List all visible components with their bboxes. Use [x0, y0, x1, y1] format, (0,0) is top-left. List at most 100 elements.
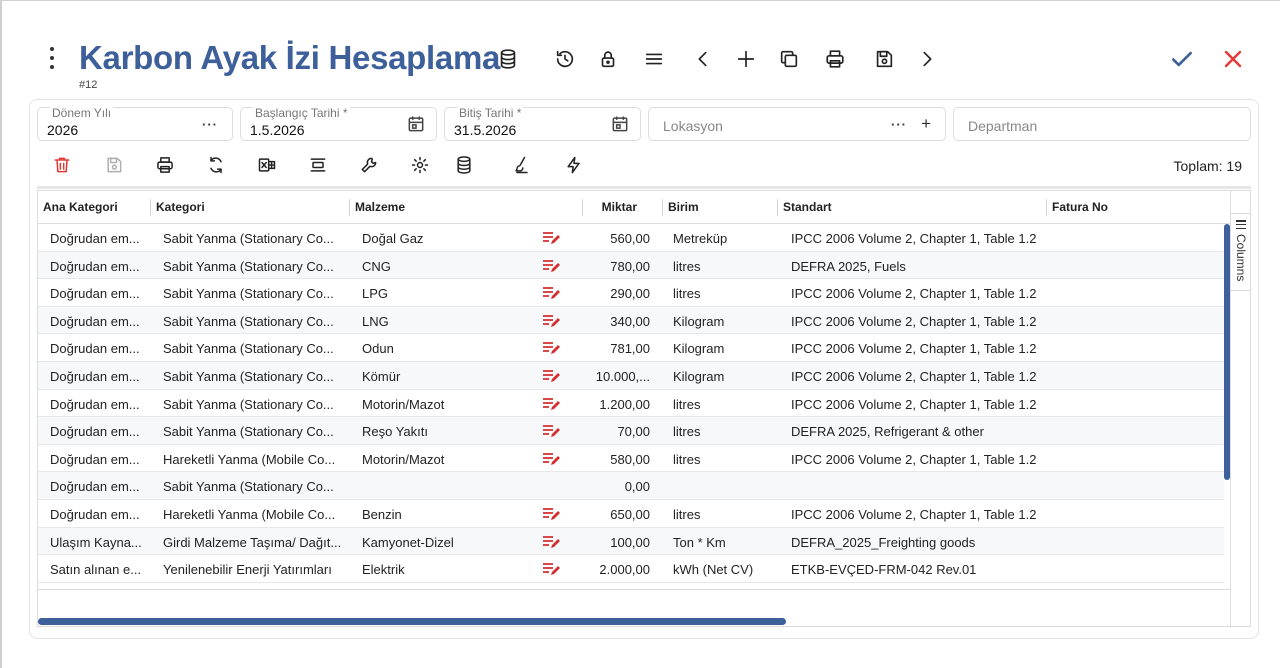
copy-icon[interactable]: [775, 45, 803, 73]
column-separator[interactable]: [349, 199, 350, 216]
refresh-icon[interactable]: [204, 153, 228, 177]
cell-kategori: Sabit Yanma (Stationary Co...: [163, 258, 334, 274]
check-icon[interactable]: [1166, 43, 1198, 75]
edit-note-icon[interactable]: [542, 314, 560, 328]
align-center-icon[interactable]: [306, 153, 330, 177]
horizontal-scrollbar[interactable]: [38, 618, 786, 625]
table-row[interactable]: Doğrudan em... Sabit Yanma (Stationary Co…: [38, 390, 1224, 418]
table-row[interactable]: Doğrudan em... Hareketli Yanma (Mobile Co…: [38, 445, 1224, 473]
table-row[interactable]: Ulaşım Kayna... Girdi Malzeme Taşıma/ Dağ…: [38, 527, 1224, 556]
page-title: Karbon Ayak İzi Hesaplama: [79, 39, 501, 76]
add-icon[interactable]: [732, 45, 760, 73]
history-icon[interactable]: [551, 45, 579, 73]
cell-malzeme: Kamyonet-Dizel: [362, 534, 454, 550]
column-separator[interactable]: [1046, 199, 1047, 216]
cell-ana-kategori: Ulaşım Kayna...: [50, 534, 142, 550]
edit-note-icon[interactable]: [542, 424, 560, 438]
vertical-scrollbar[interactable]: [1224, 224, 1230, 480]
col-kategori[interactable]: Kategori: [156, 200, 205, 214]
calendar-icon[interactable]: [406, 114, 426, 134]
data-grid: Ana Kategori Kategori Malzeme Miktar Bir…: [37, 190, 1251, 627]
list-menu-icon[interactable]: [640, 45, 668, 73]
edit-note-icon[interactable]: [542, 231, 560, 245]
table-row[interactable]: Doğrudan em... Hareketli Yanma (Mobile Co…: [38, 500, 1224, 528]
table-row[interactable]: Doğrudan em... Sabit Yanma (Stationary Co…: [38, 417, 1224, 445]
excel-icon[interactable]: [255, 153, 279, 177]
database-icon[interactable]: [452, 153, 476, 177]
edit-note-icon[interactable]: [542, 452, 560, 466]
table-row[interactable]: Doğrudan em... Sabit Yanma (Stationary Co…: [38, 224, 1224, 252]
cell-birim: Kilogram: [673, 313, 725, 329]
cell-miktar: 781,00: [610, 341, 650, 357]
cell-fatura-no: [1053, 334, 1203, 361]
column-separator[interactable]: [582, 199, 583, 216]
table-row[interactable]: Doğrudan em... Sabit Yanma (Stationary Co…: [38, 334, 1224, 362]
edit-note-icon[interactable]: [542, 562, 560, 576]
cell-miktar: 650,00: [610, 507, 650, 522]
cell-malzeme: Kömür: [362, 369, 401, 384]
end-date-field[interactable]: Bitiş Tarihi * 31.5.2026: [444, 107, 641, 141]
print-icon[interactable]: [153, 153, 177, 177]
database-icon[interactable]: [494, 45, 522, 73]
table-row[interactable]: Doğrudan em... Sabit Yanma (Stationary Co…: [38, 472, 1224, 500]
close-icon[interactable]: [1218, 44, 1248, 74]
more-vert-icon[interactable]: [45, 47, 59, 69]
cell-malzeme: [362, 472, 532, 499]
start-date-field[interactable]: Başlangıç Tarihi * 1.5.2026: [240, 107, 437, 141]
column-separator[interactable]: [662, 199, 663, 216]
cell-kategori: Sabit Yanma (Stationary Co...: [163, 313, 334, 329]
cell-miktar: 560,00: [610, 231, 650, 246]
table-row[interactable]: Doğrudan em... Sabit Yanma (Stationary Co…: [38, 362, 1224, 390]
chevron-right-icon[interactable]: [913, 45, 941, 73]
more-horiz-icon[interactable]: ···: [891, 117, 907, 132]
save-icon[interactable]: [870, 45, 898, 73]
period-year-field[interactable]: Dönem Yılı 2026 ···: [37, 107, 233, 141]
col-malzeme[interactable]: Malzeme: [355, 200, 406, 214]
location-field[interactable]: Lokasyon ··· +: [648, 107, 946, 141]
edit-note-icon[interactable]: [542, 507, 560, 521]
edit-note-icon[interactable]: [542, 535, 560, 549]
table-row[interactable]: Doğrudan em... Sabit Yanma (Stationary Co…: [38, 279, 1224, 307]
col-ana-kategori[interactable]: Ana Kategori: [43, 200, 118, 214]
cell-miktar: 10.000,...: [595, 369, 650, 384]
delete-icon[interactable]: [50, 153, 74, 177]
column-separator[interactable]: [150, 199, 151, 216]
record-id: #12: [79, 79, 98, 91]
edit-note-icon[interactable]: [542, 286, 560, 300]
table-row[interactable]: Doğrudan em... Sabit Yanma (Stationary Co…: [38, 306, 1224, 335]
brush-icon[interactable]: [510, 153, 534, 177]
cell-ana-kategori: Doğrudan em...: [50, 369, 140, 384]
cell-miktar: 70,00: [617, 424, 650, 440]
cell-birim: litres: [673, 258, 701, 274]
wrench-icon[interactable]: [357, 153, 381, 177]
more-horiz-icon[interactable]: ···: [202, 117, 218, 132]
edit-note-icon[interactable]: [542, 259, 560, 273]
edit-note-icon[interactable]: [542, 397, 560, 411]
grid-divider: [37, 186, 1251, 189]
table-row[interactable]: Doğrudan em... Sabit Yanma (Stationary Co…: [38, 251, 1224, 280]
start-date-label: Başlangıç Tarihi *: [253, 106, 350, 120]
col-birim[interactable]: Birim: [668, 200, 699, 214]
cell-standart: IPCC 2006 Volume 2, Chapter 1, Table 1.2: [791, 369, 1037, 384]
column-separator[interactable]: [777, 199, 778, 216]
print-icon[interactable]: [821, 45, 849, 73]
col-fatura-no[interactable]: Fatura No: [1052, 200, 1109, 214]
gear-icon[interactable]: [408, 153, 432, 177]
add-location-icon[interactable]: +: [921, 114, 931, 133]
department-field[interactable]: Departman: [953, 107, 1251, 141]
cell-kategori: Sabit Yanma (Stationary Co...: [163, 424, 334, 440]
lock-icon[interactable]: [594, 45, 622, 73]
cell-kategori: Sabit Yanma (Stationary Co...: [163, 341, 334, 357]
columns-panel-button[interactable]: Columns: [1231, 213, 1250, 291]
end-date-value: 31.5.2026: [454, 122, 517, 138]
calendar-icon[interactable]: [610, 114, 630, 134]
col-miktar[interactable]: Miktar: [601, 200, 637, 214]
flash-icon[interactable]: [562, 153, 586, 177]
col-standart[interactable]: Standart: [783, 200, 832, 214]
save-disabled-icon[interactable]: [102, 153, 126, 177]
table-row[interactable]: Satın alınan e... Yenilenebilir Enerji Ya…: [38, 555, 1224, 583]
chevron-left-icon[interactable]: [689, 45, 717, 73]
edit-note-icon[interactable]: [542, 369, 560, 383]
edit-note-icon[interactable]: [542, 341, 560, 355]
